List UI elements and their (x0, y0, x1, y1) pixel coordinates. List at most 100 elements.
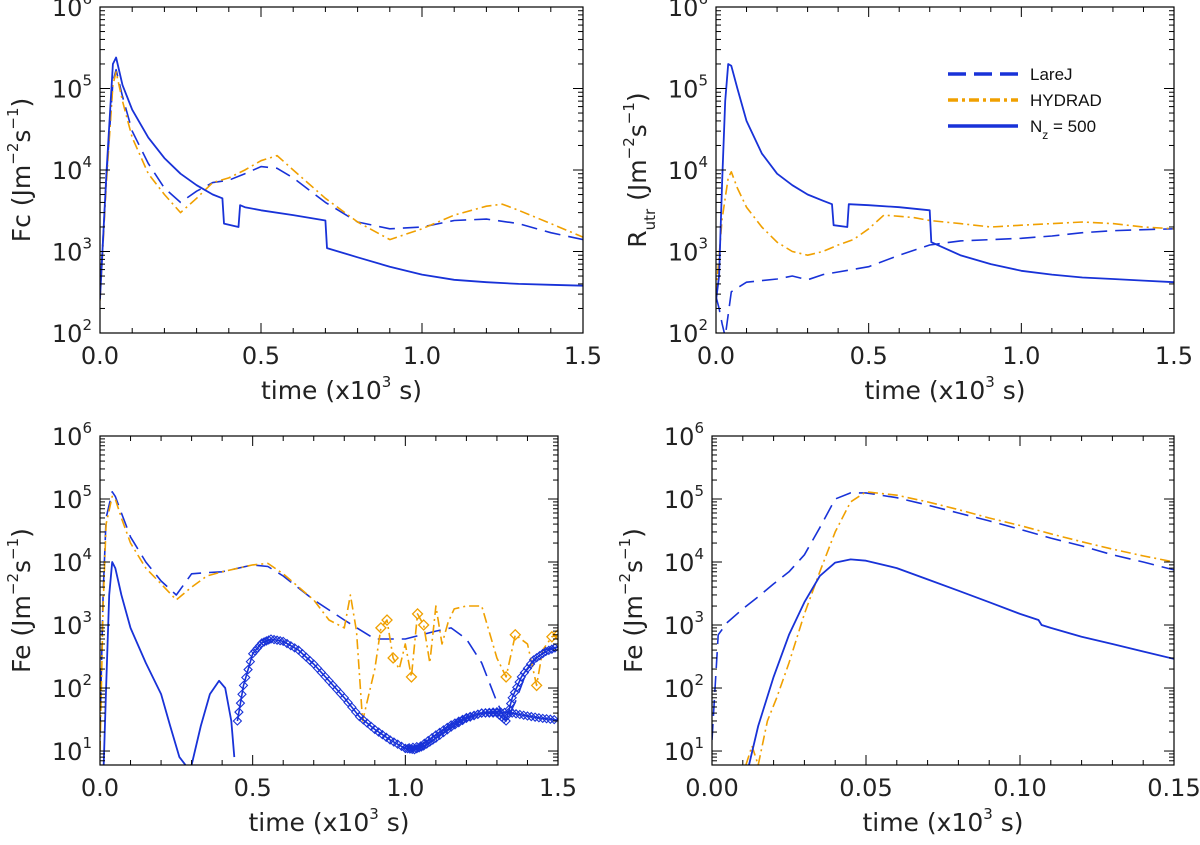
series-marker (442, 722, 453, 733)
series-marker (518, 710, 529, 721)
y-tick-label: 106 (52, 0, 92, 22)
x-axis-label: time (x103 s) (862, 805, 1023, 837)
x-tick-label: 0.10 (993, 774, 1046, 802)
y-tick-label: 104 (668, 153, 708, 185)
series-marker-hydrad (381, 614, 393, 626)
series-marker (469, 710, 479, 721)
series-marker (408, 742, 418, 753)
series-marker (450, 718, 460, 728)
x-tick-label: 1.0 (403, 342, 441, 370)
y-axis-label: Fc (Jm−2s−1) (4, 98, 36, 243)
y-tick-label: 102 (664, 671, 704, 703)
legend-label-3: Nz = 500 (1030, 117, 1096, 142)
y-tick-label: 106 (52, 419, 92, 451)
series-marker (522, 711, 533, 721)
x-tick-label: 0.15 (1147, 774, 1200, 802)
series-marker (522, 663, 533, 674)
y-axis-label: Fe (Jm−2s−1) (616, 528, 648, 673)
panel-bottom-left: 0.0 0.5 1.0 1.5 101 102 103 104 105 106 time (x103… (4, 419, 577, 837)
y-tick-label: 105 (668, 72, 708, 104)
series-marker (501, 716, 511, 726)
series-marker (259, 637, 269, 647)
x-tick-label: 1.5 (539, 774, 577, 802)
y-tick-label: 103 (52, 608, 92, 640)
series-marker (404, 743, 414, 753)
x-tick-label: 0.00 (685, 774, 738, 802)
series-marker (534, 650, 545, 661)
y-axis-label: Rutr (Jm−2s−1) (620, 92, 659, 247)
series-marker (550, 643, 558, 653)
series-marker-hydrad (387, 652, 400, 664)
series-marker-hydrad (374, 621, 387, 634)
series-group (712, 491, 1174, 765)
series-marker (545, 714, 556, 724)
series-marker (457, 714, 468, 725)
x-tick-label: 0.05 (839, 774, 892, 802)
series-marker (438, 725, 449, 735)
series-marker (461, 712, 472, 723)
x-tick-label: 0.5 (242, 342, 280, 370)
series-line-n-z-500 (748, 558, 1174, 765)
series-marker (431, 730, 441, 740)
series-marker (507, 693, 517, 703)
y-tick-label: 101 (664, 734, 704, 766)
y-tick-label: 101 (52, 734, 92, 766)
series-marker (261, 636, 272, 646)
x-tick-label: 1.5 (564, 342, 602, 370)
x-tick-label: 0.5 (850, 342, 888, 370)
series-marker-hydrad (405, 671, 418, 683)
series-marker (238, 680, 249, 691)
y-tick-label: 102 (52, 671, 92, 703)
legend-label-1: LareJ (1030, 65, 1073, 84)
series-group (100, 56, 583, 301)
series-marker (434, 727, 445, 738)
y-tick-label: 104 (52, 153, 92, 185)
series-marker (509, 687, 520, 698)
series-marker (389, 737, 399, 747)
plot-frame (99, 435, 559, 766)
series-marker (232, 716, 243, 726)
series-marker (377, 729, 388, 740)
panel-top-left: 0.0 0.5 1.0 1.5 102 103 104 105 106 time (x103 s)… (4, 0, 602, 405)
series-marker (516, 672, 527, 682)
series-marker (415, 741, 426, 751)
series-marker (505, 698, 516, 709)
x-axis-label: time (x103 s) (864, 373, 1025, 405)
series-marker (241, 672, 251, 683)
series-line-hydrad (745, 491, 1174, 765)
series-marker (453, 716, 464, 726)
x-tick-label: 1.5 (1155, 342, 1193, 370)
series-marker (412, 741, 422, 752)
series-line-hydrad (100, 495, 558, 752)
y-tick-label: 102 (668, 316, 708, 348)
series-marker (530, 712, 540, 722)
series-group (100, 491, 558, 765)
y-axis-label: Fe (Jm−2s−1) (4, 528, 36, 673)
y-tick-label: 105 (664, 482, 704, 514)
series-marker-hydrad (500, 671, 513, 683)
series-marker (257, 638, 267, 648)
series-marker-hydrad (530, 679, 543, 692)
series-marker-hydrad (545, 630, 558, 643)
series-line-n-z-500-markers- (236, 638, 558, 751)
series-marker (278, 636, 288, 647)
series-marker (465, 711, 475, 722)
series-line-hydrad (100, 71, 583, 301)
y-tick-label: 102 (52, 316, 92, 348)
series-marker (275, 635, 285, 646)
series-marker (427, 732, 437, 743)
series-line-n-z-500-dip- (190, 679, 236, 765)
series-line-larej (100, 68, 583, 295)
series-marker (446, 720, 456, 730)
series-marker (339, 693, 350, 703)
y-tick-label: 104 (664, 545, 704, 577)
legend: LareJ HYDRAD Nz = 500 (948, 65, 1102, 142)
series-marker (234, 707, 244, 717)
series-line-n-z-500 (716, 63, 1174, 301)
series-line-hydrad (716, 171, 1174, 295)
x-tick-label: 0.5 (234, 774, 272, 802)
x-axis-label: time (x103 s) (261, 373, 422, 405)
series-marker (381, 732, 392, 743)
y-tick-label: 106 (664, 419, 704, 451)
